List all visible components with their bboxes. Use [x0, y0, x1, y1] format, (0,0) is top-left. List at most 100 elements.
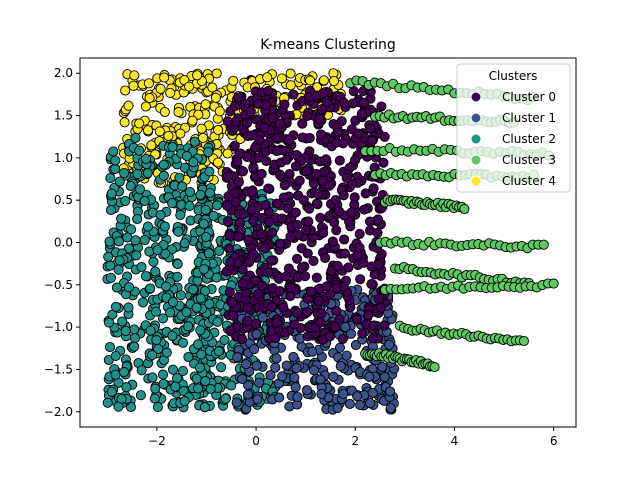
data-point: [137, 297, 149, 308]
data-point: [538, 239, 549, 250]
data-point: [220, 393, 231, 404]
data-point: [125, 180, 136, 192]
data-point: [181, 151, 192, 162]
data-point: [143, 78, 154, 89]
data-point: [351, 314, 363, 325]
data-point: [123, 100, 134, 111]
data-point: [278, 192, 289, 203]
data-point: [253, 98, 264, 110]
data-point: [203, 147, 214, 158]
data-point: [184, 81, 195, 92]
legend-marker: [470, 175, 482, 187]
data-point: [288, 351, 299, 362]
data-point: [103, 251, 114, 262]
data-point: [349, 199, 360, 210]
x-tick-label: 2: [351, 434, 359, 448]
chart-title: K-means Clustering: [260, 37, 396, 53]
data-point: [113, 264, 124, 275]
data-point: [172, 258, 183, 270]
data-point: [301, 165, 312, 176]
data-point: [196, 123, 207, 134]
x-tick-label: 6: [550, 434, 558, 448]
data-point: [317, 88, 329, 99]
data-point: [279, 99, 290, 110]
x-tick-label: −2: [148, 434, 166, 448]
data-point: [247, 186, 258, 198]
data-point: [318, 227, 329, 238]
data-point: [165, 307, 176, 318]
data-point: [248, 248, 259, 260]
data-point: [152, 402, 163, 413]
data-point: [285, 282, 296, 293]
data-point: [200, 376, 211, 387]
data-point: [285, 68, 296, 79]
data-point: [244, 257, 255, 268]
data-point: [106, 386, 117, 397]
legend: Clusters Cluster 0 Cluster 1 Cluster 2 Clus…: [456, 63, 571, 193]
data-point: [189, 136, 200, 147]
data-point: [144, 246, 155, 257]
data-point: [266, 301, 278, 313]
data-point: [131, 250, 142, 261]
data-point: [197, 132, 209, 144]
data-point: [334, 342, 345, 353]
data-point: [356, 108, 367, 119]
data-point: [372, 214, 384, 225]
data-point: [257, 312, 268, 323]
y-tick-label: 0.5: [54, 193, 73, 207]
data-point: [301, 385, 312, 396]
data-point: [340, 321, 351, 333]
data-point: [237, 278, 248, 289]
data-point: [277, 371, 288, 382]
data-point: [267, 227, 278, 238]
legend-marker: [470, 154, 482, 166]
data-point: [157, 313, 169, 324]
data-point: [208, 210, 219, 221]
data-point: [301, 224, 312, 235]
data-point: [212, 316, 223, 327]
data-point: [262, 72, 273, 83]
data-point: [338, 388, 349, 399]
data-point: [228, 310, 239, 321]
data-point: [158, 159, 169, 170]
data-point: [129, 333, 140, 344]
data-point: [192, 383, 204, 394]
data-point: [216, 362, 227, 373]
data-point: [290, 382, 301, 393]
data-point: [117, 316, 128, 327]
data-point: [276, 73, 287, 84]
data-point: [333, 127, 344, 138]
y-tick-label: 0.0: [54, 236, 73, 250]
data-point: [129, 341, 140, 352]
data-point: [222, 116, 233, 127]
data-point: [373, 293, 384, 304]
data-point: [110, 350, 121, 362]
data-point: [105, 173, 116, 184]
data-point: [331, 282, 342, 293]
data-point: [305, 75, 316, 86]
data-point: [145, 283, 156, 294]
data-point: [232, 92, 244, 103]
data-point: [429, 362, 440, 373]
data-point: [105, 204, 117, 216]
data-point: [365, 123, 376, 134]
data-point: [229, 101, 240, 112]
data-point: [260, 200, 271, 211]
data-point: [224, 230, 235, 241]
data-point: [313, 295, 324, 306]
data-point: [324, 180, 335, 191]
data-point: [120, 85, 131, 96]
data-point: [265, 326, 277, 337]
data-point: [263, 86, 274, 97]
data-point: [223, 191, 234, 202]
data-point: [316, 104, 327, 115]
data-point: [459, 203, 470, 215]
data-point: [316, 388, 327, 400]
data-point: [327, 236, 338, 247]
data-point: [113, 236, 124, 247]
y-tick-label: −1.5: [44, 362, 73, 376]
data-point: [116, 213, 127, 224]
data-point: [280, 271, 292, 282]
data-point: [102, 397, 113, 408]
